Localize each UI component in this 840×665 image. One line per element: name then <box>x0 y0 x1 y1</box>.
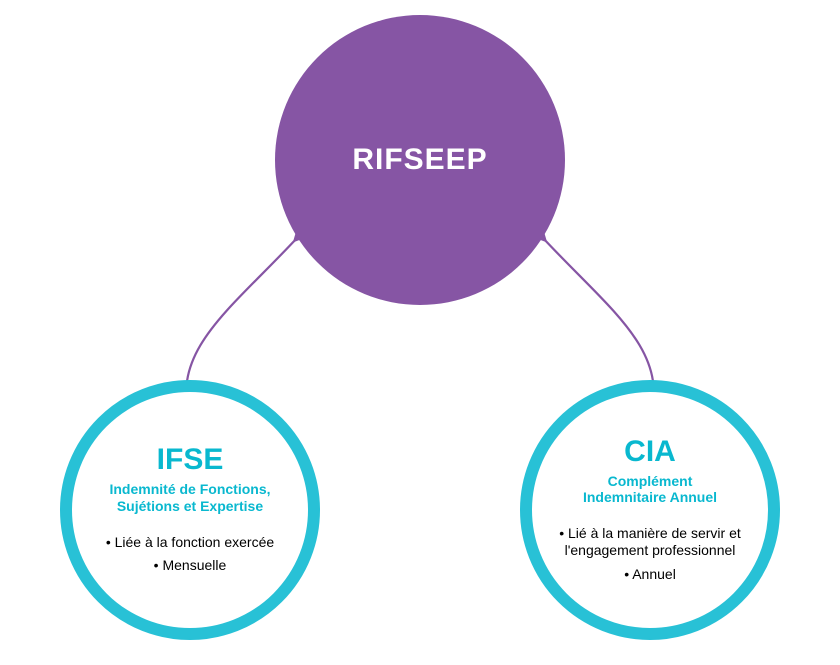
child-bullets: Liée à la fonction exercée Mensuelle <box>106 528 274 575</box>
bullet-item: Lié à la manière de servir et l'engageme… <box>556 525 744 560</box>
child-bullets: Lié à la manière de servir et l'engageme… <box>556 519 744 584</box>
diagram-stage: { "canvas": { "width": 840, "height": 66… <box>0 0 840 665</box>
child-title: IFSE <box>157 445 224 475</box>
child-title: CIA <box>624 437 676 467</box>
child-node-ifse: IFSE Indemnité de Fonctions,Sujétions et … <box>60 380 320 640</box>
child-subtitle: Indemnité de Fonctions,Sujétions et Expe… <box>109 481 270 513</box>
bullet-item: Mensuelle <box>106 557 274 575</box>
bullet-item: Annuel <box>556 566 744 584</box>
bullet-item: Liée à la fonction exercée <box>106 534 274 552</box>
root-label: RIFSEEP <box>352 143 487 177</box>
root-node: RIFSEEP <box>275 15 565 305</box>
child-node-cia: CIA ComplémentIndemnitaire Annuel Lié à la… <box>520 380 780 640</box>
child-subtitle: ComplémentIndemnitaire Annuel <box>583 473 717 505</box>
